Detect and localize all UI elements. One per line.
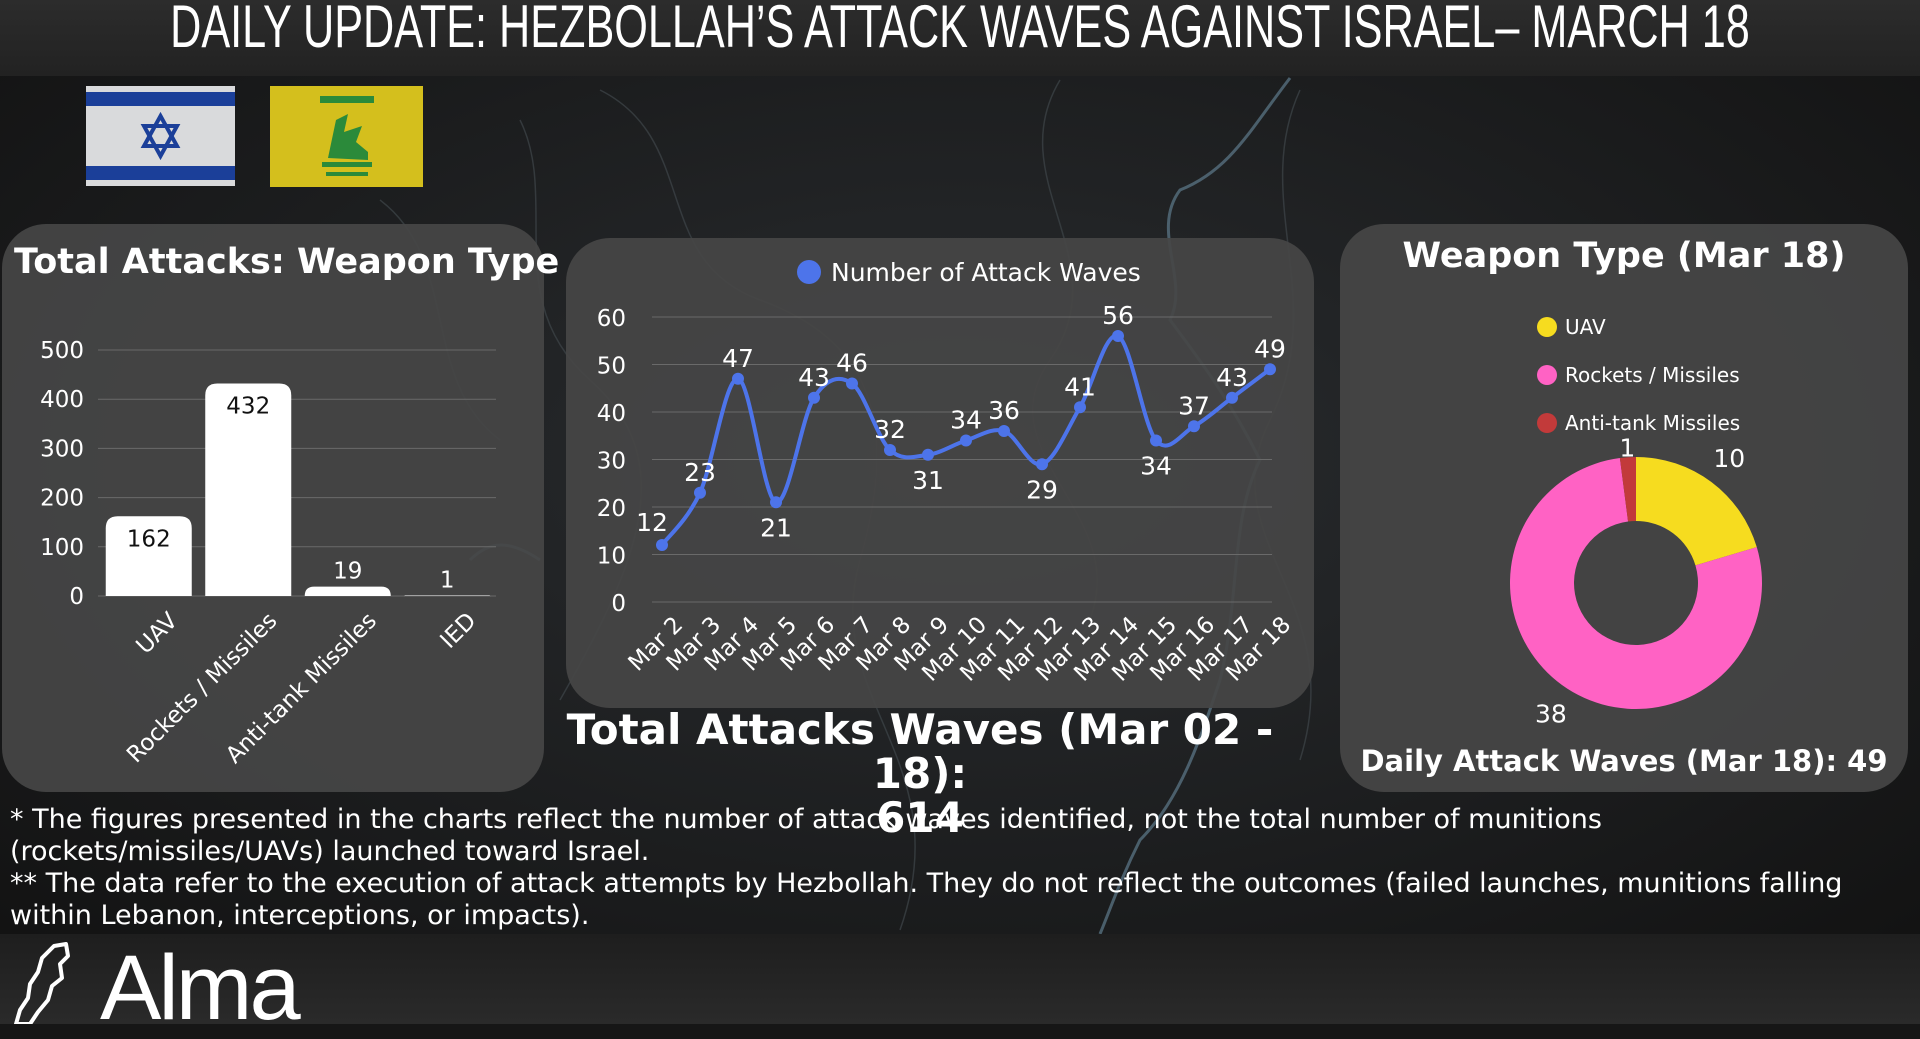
line-data-label: 36	[988, 396, 1020, 425]
line-point	[1150, 434, 1162, 447]
line-data-label: 32	[874, 415, 906, 444]
footnote-2: ** The data refer to the execution of at…	[10, 868, 1843, 931]
bar-chart-title: Total Attacks: Weapon Type	[14, 242, 560, 282]
line-legend-label: Number of Attack Waves	[831, 258, 1141, 287]
bar	[105, 516, 192, 596]
donut-data-label: 1	[1619, 433, 1635, 462]
line-data-label: 37	[1178, 391, 1210, 420]
bar	[304, 586, 391, 596]
lebanon-map-icon	[14, 942, 70, 1024]
donut-slice	[1636, 457, 1757, 566]
line-data-label: 12	[636, 508, 668, 537]
bar	[205, 383, 292, 596]
bar-y-tick-label: 200	[40, 486, 84, 512]
line-point	[922, 448, 934, 461]
donut-slice	[1510, 458, 1762, 709]
bar-x-tick-label: IED	[436, 608, 482, 654]
total-attack-waves: Total Attacks Waves (Mar 02 - 18): 614	[545, 708, 1295, 840]
line-data-label: 47	[722, 344, 754, 373]
line-point	[694, 486, 706, 499]
line-y-tick-label: 20	[597, 496, 626, 522]
page-title: DAILY UPDATE: HEZBOLLAH’S ATTACK WAVES A…	[170, 0, 1750, 60]
line-data-label: 41	[1064, 372, 1096, 401]
donut-chart-title: Weapon Type (Mar 18)	[1402, 236, 1846, 276]
donut-legend-label: Rockets / Missiles	[1565, 363, 1740, 387]
line-data-label: 29	[1026, 475, 1058, 504]
donut-legend-marker	[1537, 365, 1557, 385]
title-bar: DAILY UPDATE: HEZBOLLAH’S ATTACK WAVES A…	[0, 0, 1920, 76]
line-point	[1074, 401, 1086, 414]
bar-x-tick-label: UAV	[131, 608, 183, 660]
line-data-label: 34	[1140, 452, 1172, 481]
total-label: Total Attacks Waves (Mar 02 - 18):	[566, 705, 1274, 798]
line-point	[1188, 420, 1200, 433]
line-point	[960, 434, 972, 447]
line-y-tick-label: 30	[597, 449, 626, 475]
donut-legend-label: Anti-tank Missiles	[1565, 411, 1740, 435]
line-point	[884, 444, 896, 456]
donut-data-label: 10	[1713, 444, 1745, 473]
bar-y-tick-label: 500	[40, 338, 84, 364]
footnotes: * The figures presented in the charts re…	[10, 804, 1890, 932]
line-data-label: 21	[760, 513, 792, 542]
attack-waves-line-panel	[566, 238, 1314, 708]
line-point	[656, 539, 668, 551]
attack-waves-line-chart: Number of Attack Waves010203040506012Mar…	[597, 258, 1297, 687]
bar-y-tick-label: 100	[40, 535, 84, 561]
line-data-label: 49	[1254, 334, 1286, 363]
bar-data-label: 162	[127, 526, 171, 552]
israel-flag-icon	[86, 86, 235, 186]
line-data-label: 56	[1102, 301, 1134, 330]
line-point	[1264, 363, 1276, 376]
bar-y-tick-label: 400	[40, 387, 84, 413]
hezbollah-flag-icon	[270, 86, 423, 187]
line-point	[1036, 458, 1048, 471]
footnote-1: * The figures presented in the charts re…	[10, 804, 1602, 867]
bar-y-tick-label: 0	[69, 584, 84, 610]
total-value: 614	[876, 793, 964, 842]
line-data-label: 46	[836, 349, 868, 378]
line-point	[770, 496, 782, 509]
line-data-label: 31	[912, 466, 944, 495]
line-y-tick-label: 60	[597, 306, 626, 332]
donut-legend-label: UAV	[1565, 315, 1606, 339]
line-data-label: 43	[1216, 363, 1248, 392]
line-point	[846, 377, 858, 390]
donut-data-label: 38	[1535, 700, 1567, 724]
line-point	[1226, 391, 1238, 404]
donut-legend-marker	[1537, 317, 1557, 337]
daily-attack-waves-label: Daily Attack Waves (Mar 18): 49	[1360, 744, 1888, 778]
bar	[404, 595, 491, 597]
line-legend-marker	[797, 260, 821, 284]
donut-slice	[1619, 457, 1636, 522]
line-y-tick-label: 10	[597, 544, 626, 570]
bar-data-label: 19	[333, 559, 362, 585]
line-point	[1112, 330, 1124, 342]
line-data-label: 23	[684, 458, 716, 487]
bar-data-label: 1	[440, 568, 455, 594]
line-y-tick-label: 50	[597, 354, 626, 380]
footer-bar	[0, 934, 1920, 1024]
line-y-tick-label: 40	[597, 401, 626, 427]
bar-y-tick-label: 300	[40, 436, 84, 462]
line-point	[808, 391, 820, 404]
line-data-label: 43	[798, 363, 830, 392]
line-point	[998, 425, 1010, 437]
alma-logo: Alma	[100, 937, 301, 1039]
line-y-tick-label: 0	[611, 591, 626, 617]
line-data-label: 34	[950, 406, 982, 435]
bar-data-label: 432	[226, 393, 270, 419]
line-point	[732, 372, 744, 385]
donut-legend-marker	[1537, 413, 1557, 433]
